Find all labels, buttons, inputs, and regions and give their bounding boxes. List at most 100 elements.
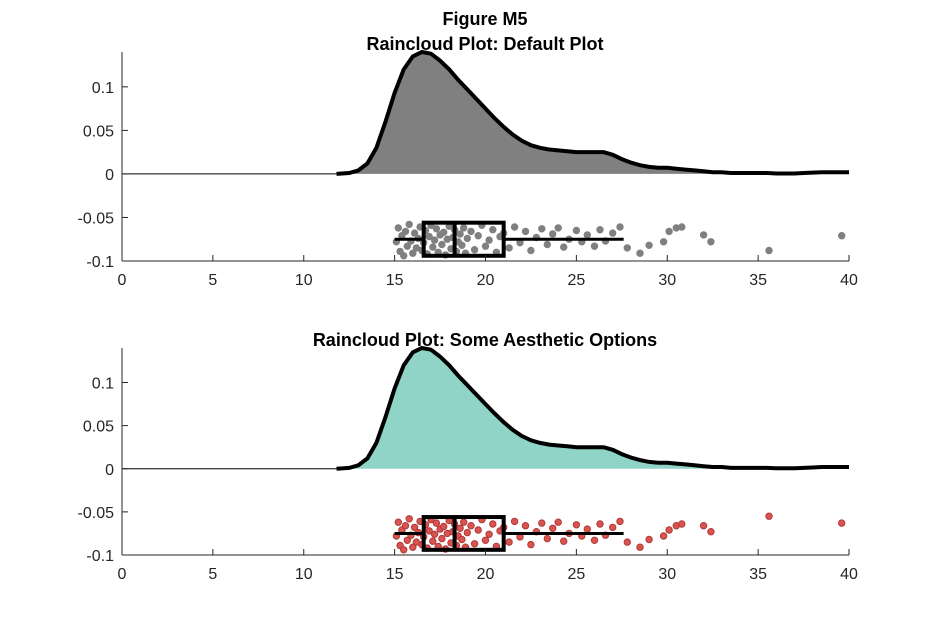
rain-point — [432, 225, 441, 233]
rain-point — [456, 230, 464, 238]
rain-point — [474, 526, 482, 534]
rain-point — [554, 518, 562, 526]
rain-point — [549, 524, 557, 532]
rain-point — [467, 227, 475, 236]
rain-point — [429, 243, 437, 251]
rain-point — [699, 522, 708, 530]
rain-point — [403, 242, 411, 250]
x-tick-label: 20 — [477, 566, 495, 583]
rain-point — [481, 536, 490, 544]
rain-point — [609, 229, 617, 237]
rain-point — [438, 240, 446, 249]
rain-point — [474, 232, 482, 240]
rain-point — [470, 540, 479, 548]
rain-point — [590, 536, 599, 544]
rain-point — [609, 523, 617, 532]
rain-point — [538, 519, 546, 527]
rain-point — [636, 543, 644, 551]
x-tick-label: 0 — [118, 566, 127, 583]
rain-point — [440, 522, 448, 531]
rain-point — [456, 524, 464, 532]
rain-point — [678, 223, 686, 231]
y-tick-label: 0 — [105, 167, 114, 184]
box-iqr — [421, 220, 506, 258]
rain-point — [405, 220, 413, 229]
rain-point — [425, 232, 433, 241]
rain-point — [678, 520, 686, 528]
rain-point — [400, 252, 408, 260]
y-tick-label: -0.1 — [86, 548, 114, 565]
rain-point — [460, 224, 468, 232]
rain-point — [440, 228, 448, 237]
x-tick-label: 30 — [658, 272, 676, 289]
x-tick-label: 30 — [658, 566, 676, 583]
rain-point — [659, 532, 668, 540]
rain-point — [665, 227, 673, 236]
rain-point — [410, 523, 419, 532]
rain-point — [623, 244, 631, 252]
rain-point — [485, 236, 493, 244]
x-tick-label: 15 — [386, 272, 404, 289]
rain-point — [505, 244, 513, 252]
rain-point — [510, 223, 519, 231]
subplot-top-title: Raincloud Plot: Default Plot — [367, 34, 604, 54]
figure-super-title: Figure M5 — [442, 9, 527, 29]
density-fill — [336, 52, 849, 174]
rain-point — [510, 517, 519, 526]
x-tick-label: 35 — [749, 566, 767, 583]
x-tick-label: 10 — [295, 272, 313, 289]
y-tick-label: 0 — [105, 462, 114, 479]
rain-point — [481, 242, 490, 250]
rain-point — [458, 535, 466, 544]
rain-point — [463, 528, 471, 537]
rain-point — [505, 538, 513, 546]
rain-point — [560, 243, 568, 251]
y-tick-label: 0.1 — [92, 80, 114, 97]
x-tick-label: 5 — [208, 566, 217, 583]
rain-point — [549, 230, 557, 238]
rain-point — [430, 530, 439, 538]
y-tick-label: 0.05 — [83, 419, 114, 436]
rain-point — [596, 226, 604, 234]
y-tick-label: 0.1 — [92, 376, 114, 393]
rain-point — [429, 537, 437, 545]
box-iqr — [421, 515, 506, 552]
rain-point — [470, 246, 479, 254]
rain-point — [543, 534, 551, 543]
y-tick-label: -0.05 — [78, 505, 115, 522]
rain-point — [485, 530, 493, 538]
rain-point — [467, 522, 475, 530]
rain-point — [458, 241, 466, 250]
rain-point — [521, 522, 530, 530]
rain-point — [489, 226, 497, 234]
rain-point — [707, 528, 715, 536]
x-tick-label: 10 — [295, 566, 313, 583]
rain-point — [409, 249, 417, 257]
rain-point — [403, 536, 411, 544]
rain-point — [527, 540, 535, 549]
y-tick-label: -0.1 — [86, 254, 114, 271]
rain-point — [636, 249, 644, 257]
rain-point — [410, 229, 419, 237]
subplot-top-plot-area: 0 5 10 15 20 25 30 35 40 -0.1 -0.05 0 0.05 0.1 — [78, 49, 858, 289]
rain-point — [460, 518, 468, 526]
rain-point — [527, 246, 535, 255]
rain-point — [554, 224, 562, 232]
rain-point — [489, 520, 497, 528]
rain-point — [838, 519, 846, 527]
rain-point — [401, 522, 410, 530]
x-tick-label: 0 — [118, 272, 127, 289]
x-tick-label: 35 — [749, 272, 767, 289]
rain-point — [401, 227, 410, 236]
rain-point — [623, 538, 631, 546]
subplot-bottom-title: Raincloud Plot: Some Aesthetic Options — [313, 330, 657, 350]
subplot-bottom-plot-area: 0 5 10 15 20 25 30 35 40 -0.1 -0.05 0 0.05 0.1 — [78, 345, 858, 583]
rain-point — [665, 526, 673, 534]
x-tick-label: 25 — [567, 566, 585, 583]
rain-point — [394, 224, 402, 232]
rain-point — [560, 537, 568, 545]
x-tick-label: 40 — [840, 566, 858, 583]
rain-point — [572, 521, 581, 529]
rain-point — [616, 223, 624, 231]
